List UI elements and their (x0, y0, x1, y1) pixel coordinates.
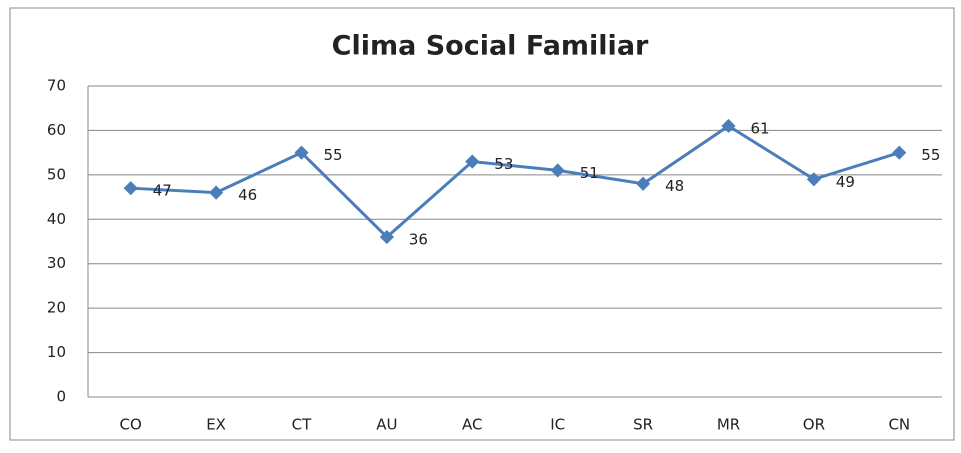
x-tick-label: CO (120, 416, 142, 434)
data-label: 53 (494, 155, 513, 173)
marker (721, 118, 736, 134)
y-tick-label: 50 (47, 165, 66, 183)
data-label: 49 (836, 173, 855, 191)
chart-title: Clima Social Familiar (332, 31, 649, 62)
y-tick-label: 40 (47, 210, 66, 228)
x-tick-label: SR (633, 416, 653, 434)
x-tick-label: OR (803, 416, 825, 434)
data-label: 48 (665, 177, 684, 195)
marker (892, 145, 907, 160)
marker (550, 163, 565, 178)
marker (636, 176, 651, 191)
data-label: 55 (921, 146, 940, 164)
data-label: 36 (409, 231, 428, 249)
marker (465, 154, 480, 169)
data-label: 51 (580, 164, 599, 182)
x-tick-label: AC (462, 416, 482, 434)
x-tick-label: IC (550, 416, 565, 434)
x-tick-label: MR (717, 416, 740, 434)
marker (806, 172, 821, 187)
data-label: 46 (238, 186, 257, 204)
marker (209, 185, 224, 200)
y-tick-label: 0 (56, 388, 66, 406)
x-tick-label: AU (376, 416, 397, 434)
x-tick-label: CN (888, 416, 910, 434)
data-label: 55 (324, 146, 343, 164)
y-tick-label: 60 (47, 121, 66, 139)
marker (379, 229, 394, 245)
line (130, 124, 900, 240)
marker (294, 145, 309, 160)
x-tick-label: EX (206, 416, 226, 434)
y-tick-label: 10 (47, 343, 66, 361)
chart-frame (9, 7, 955, 441)
data-label: 61 (751, 119, 770, 137)
x-tick-label: CT (292, 416, 312, 434)
y-tick-label: 70 (47, 77, 66, 95)
y-tick-label: 20 (47, 299, 66, 317)
y-tick-label: 30 (47, 254, 66, 272)
data-label: 47 (153, 182, 172, 200)
